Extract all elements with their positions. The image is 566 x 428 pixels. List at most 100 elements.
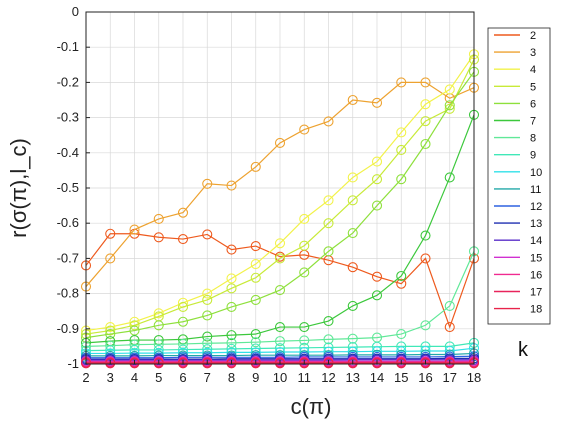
- legend-label: 15: [530, 252, 542, 264]
- x-tick-label: 2: [82, 370, 89, 385]
- data-point: [396, 270, 407, 282]
- data-point: [202, 288, 213, 299]
- data-point: [323, 195, 334, 206]
- data-point: [226, 343, 237, 354]
- data-point: [250, 272, 261, 283]
- data-point: [226, 180, 237, 191]
- data-point: [396, 174, 407, 185]
- x-tick-label: 16: [418, 370, 432, 385]
- data-point: [371, 271, 383, 282]
- y-tick-label: -1: [67, 356, 79, 371]
- data-point: [202, 229, 213, 240]
- legend-label: 18: [530, 304, 542, 316]
- data-point: [177, 233, 189, 245]
- data-point: [396, 358, 407, 369]
- data-point: [202, 358, 213, 369]
- data-point: [202, 344, 213, 355]
- x-tick-label: 8: [228, 370, 235, 385]
- x-tick-label: 13: [346, 370, 360, 385]
- y-tick-label: -0.8: [57, 286, 79, 301]
- grid: [85, 11, 475, 365]
- x-tick-label: 6: [179, 370, 186, 385]
- data-point: [202, 294, 213, 305]
- data-point: [323, 316, 334, 327]
- legend-label: 2: [530, 30, 536, 42]
- y-tick-label: -0.9: [57, 321, 79, 336]
- series-4: [80, 49, 480, 336]
- x-tick-label: 17: [443, 370, 457, 385]
- legend-label: 7: [530, 116, 536, 128]
- data-point: [299, 335, 310, 346]
- data-point: [129, 358, 140, 369]
- series-2: [80, 228, 480, 333]
- data-point: [347, 262, 358, 273]
- data-point: [153, 320, 164, 331]
- data-point: [250, 358, 261, 369]
- legend-label: 13: [530, 218, 542, 230]
- data-point: [250, 329, 261, 340]
- data-point: [226, 283, 237, 294]
- y-tick-label: 0: [72, 4, 79, 19]
- x-tick-label: 4: [131, 370, 138, 385]
- series-line: [85, 81, 475, 287]
- y-tick-label: -0.6: [57, 215, 79, 230]
- data-point: [420, 99, 431, 110]
- data-point: [274, 253, 286, 264]
- data-point: [299, 124, 310, 135]
- legend-label: 16: [530, 269, 542, 281]
- data-point: [396, 278, 407, 289]
- data-point: [226, 301, 237, 313]
- data-point: [202, 178, 213, 189]
- data-point: [323, 334, 334, 345]
- data-point: [396, 144, 407, 156]
- y-tick-label: -0.3: [57, 110, 79, 125]
- data-point: [105, 253, 116, 264]
- data-point: [371, 156, 383, 167]
- data-point: [250, 161, 261, 172]
- data-point: [323, 358, 334, 369]
- data-point: [347, 195, 358, 206]
- data-point: [347, 300, 358, 311]
- data-point: [347, 94, 358, 106]
- series-3: [80, 77, 480, 292]
- data-point: [396, 77, 407, 88]
- x-tick-label: 11: [298, 370, 312, 385]
- data-point: [420, 230, 431, 241]
- data-point: [396, 127, 407, 138]
- legend-label: 9: [530, 150, 536, 162]
- data-point: [444, 321, 455, 333]
- data-point: [347, 358, 358, 369]
- legend-label: 11: [530, 184, 541, 196]
- x-tick-label: 15: [394, 370, 408, 385]
- data-point: [105, 329, 116, 340]
- data-point: [226, 330, 237, 341]
- data-point: [371, 200, 383, 211]
- series-line: [85, 53, 475, 332]
- data-point: [347, 333, 358, 344]
- data-point: [420, 138, 431, 150]
- data-point: [371, 290, 383, 301]
- data-point: [444, 172, 455, 183]
- data-point: [177, 316, 189, 327]
- data-point: [396, 346, 407, 357]
- data-point: [323, 246, 334, 257]
- y-tick-label: -0.4: [57, 145, 79, 160]
- data-point: [444, 358, 455, 369]
- data-point: [274, 238, 286, 249]
- y-tick-label: -0.5: [57, 180, 79, 195]
- series-line: [85, 71, 475, 339]
- legend-label: 3: [530, 47, 536, 59]
- data-point: [274, 358, 286, 369]
- data-point: [105, 358, 116, 369]
- data-point: [371, 358, 383, 369]
- data-point: [274, 336, 286, 347]
- legend-label: 12: [530, 201, 542, 213]
- series-line: [85, 114, 475, 344]
- x-tick-label: 5: [155, 370, 162, 385]
- data-point: [420, 116, 431, 127]
- data-point: [274, 285, 286, 296]
- data-point: [250, 258, 261, 270]
- data-point: [250, 294, 261, 305]
- data-point: [226, 358, 237, 369]
